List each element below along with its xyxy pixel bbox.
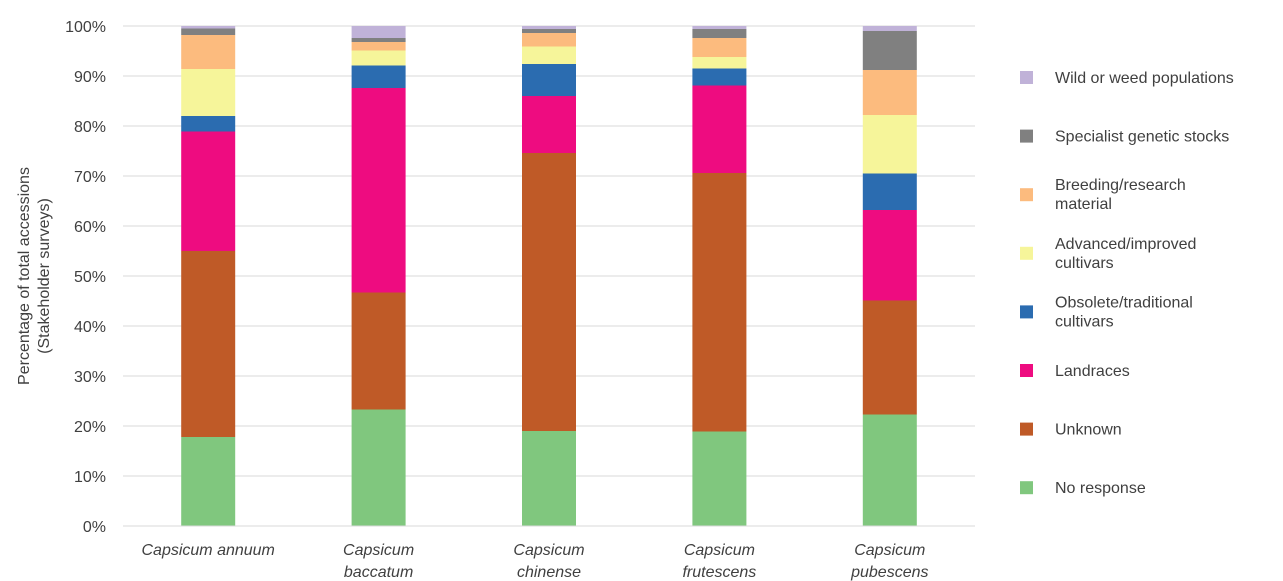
- y-tick-label: 100%: [65, 19, 106, 36]
- bar-segment: [351, 50, 406, 66]
- bar-segment: [181, 437, 236, 526]
- x-category-label: Capsicum annuum: [141, 542, 274, 559]
- legend-swatch: [1020, 422, 1033, 436]
- bar-segment: [351, 42, 406, 51]
- bar-segment: [522, 96, 576, 153]
- legend-label: Specialist genetic stocks: [1055, 129, 1229, 146]
- y-tick-label: 70%: [74, 169, 106, 186]
- bar-segment: [692, 57, 747, 69]
- bar-segment: [351, 409, 406, 526]
- bar-segment: [181, 131, 236, 251]
- legend-label: Unknown: [1055, 422, 1122, 439]
- bar-segment: [181, 251, 236, 437]
- legend-item: Specialist genetic stocks: [1020, 129, 1229, 146]
- x-category-label: Capsicum frutescens: [682, 542, 756, 581]
- legend-item: Breeding/research material: [1020, 177, 1186, 213]
- legend-item: Landraces: [1020, 363, 1130, 380]
- bar-segment: [522, 46, 576, 64]
- legend-swatch: [1020, 481, 1033, 495]
- bar-segment: [862, 26, 917, 31]
- bar-segment: [862, 300, 917, 415]
- bar-segment: [351, 65, 406, 88]
- bar-segment: [181, 116, 236, 132]
- bar-segment: [862, 115, 917, 174]
- bar-segment: [181, 28, 236, 35]
- bar-segment: [181, 35, 236, 69]
- bar-segment: [862, 70, 917, 115]
- legend-swatch: [1020, 305, 1033, 319]
- bar-segment: [351, 292, 406, 410]
- legend-swatch: [1020, 188, 1033, 202]
- y-tick-label: 50%: [74, 269, 106, 286]
- bar-segment: [351, 38, 406, 42]
- bar-segment: [692, 38, 747, 57]
- bar-stack: [351, 26, 406, 526]
- bar-segment: [351, 88, 406, 293]
- bar-segment: [692, 68, 747, 86]
- x-category-label: Capsicum pubescens: [850, 542, 928, 581]
- bar-stack: [522, 26, 576, 526]
- legend-swatch: [1020, 71, 1033, 84]
- legend-item: Obsolete/traditional cultivars: [1020, 294, 1193, 330]
- bar-segment: [692, 29, 747, 38]
- legend-swatch: [1020, 129, 1033, 143]
- y-tick-label: 10%: [74, 469, 106, 486]
- bar-segment: [692, 173, 747, 432]
- bar-segment: [862, 31, 917, 70]
- y-tick-label: 80%: [74, 119, 106, 136]
- bar-segment: [692, 431, 747, 526]
- bar-segment: [692, 85, 747, 173]
- y-axis-tick-labels: 0% 10% 20% 30% 40% 50% 60% 70% 80% 90% 100%: [65, 19, 106, 536]
- bar-segment: [522, 29, 576, 33]
- legend-label: No response: [1055, 480, 1146, 497]
- y-tick-label: 60%: [74, 219, 106, 236]
- bar-segment: [522, 26, 576, 29]
- y-tick-label: 40%: [74, 319, 106, 336]
- bars: [181, 26, 917, 526]
- legend-item: Advanced/improved cultivars: [1020, 236, 1196, 272]
- bar-segment: [862, 210, 917, 301]
- legend-swatch: [1020, 364, 1033, 377]
- x-axis-category-labels: Capsicum annuum Capsicum baccatum Capsicum c…: [141, 542, 928, 581]
- x-category-label: Capsicum baccatum: [343, 542, 414, 581]
- y-tick-label: 90%: [74, 69, 106, 86]
- legend-item: No response: [1020, 480, 1146, 497]
- bar-segment: [181, 69, 236, 116]
- bar-segment: [181, 26, 236, 29]
- legend-label: Wild or weed populations: [1055, 70, 1234, 87]
- bar-segment: [862, 173, 917, 210]
- y-axis-title: Percentage of total accessions (Stakehold…: [16, 167, 53, 385]
- y-tick-label: 20%: [74, 419, 106, 436]
- legend-swatch: [1020, 246, 1033, 260]
- y-tick-label: 0%: [83, 519, 106, 536]
- bar-stack: [862, 26, 917, 526]
- bar-segment: [692, 26, 747, 29]
- bar-segment: [522, 153, 576, 431]
- bar-segment: [351, 26, 406, 38]
- legend-item: Wild or weed populations: [1020, 70, 1234, 87]
- bar-stack: [692, 26, 747, 526]
- bar-stack: [181, 26, 236, 526]
- legend-item: Unknown: [1020, 422, 1122, 439]
- legend: Wild or weed populations Specialist genet…: [1020, 70, 1234, 497]
- legend-label: Obsolete/traditional cultivars: [1055, 294, 1193, 330]
- legend-label: Breeding/research material: [1055, 177, 1186, 213]
- x-category-label: Capsicum chinense: [513, 542, 584, 581]
- legend-label: Landraces: [1055, 363, 1130, 380]
- y-tick-label: 30%: [74, 369, 106, 386]
- bar-segment: [862, 414, 917, 526]
- bar-segment: [522, 33, 576, 47]
- bar-segment: [522, 64, 576, 96]
- bar-segment: [522, 431, 576, 526]
- legend-label: Advanced/improved cultivars: [1055, 236, 1196, 272]
